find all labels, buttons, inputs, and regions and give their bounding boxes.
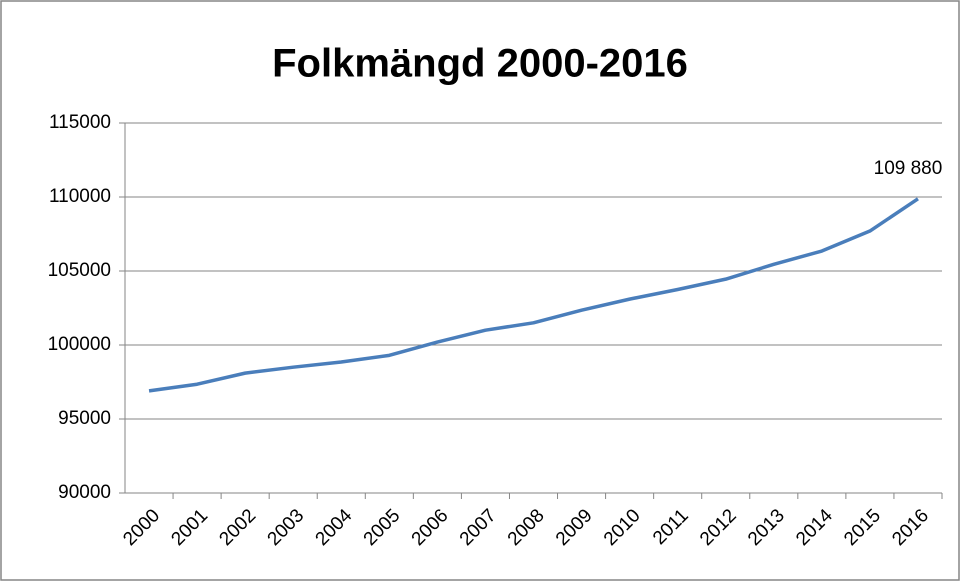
- data-label: 109 880: [874, 158, 943, 179]
- chart-title: Folkmängd 2000-2016: [272, 42, 688, 86]
- y-tick-label: 115000: [49, 112, 111, 133]
- y-tick-label: 100000: [48, 334, 111, 355]
- y-tick-label: 95000: [58, 408, 111, 429]
- line-series: [148, 197, 919, 393]
- y-tick-label: 90000: [58, 482, 111, 503]
- y-tick-label: 105000: [48, 260, 111, 281]
- y-tick-label: 110000: [49, 186, 111, 207]
